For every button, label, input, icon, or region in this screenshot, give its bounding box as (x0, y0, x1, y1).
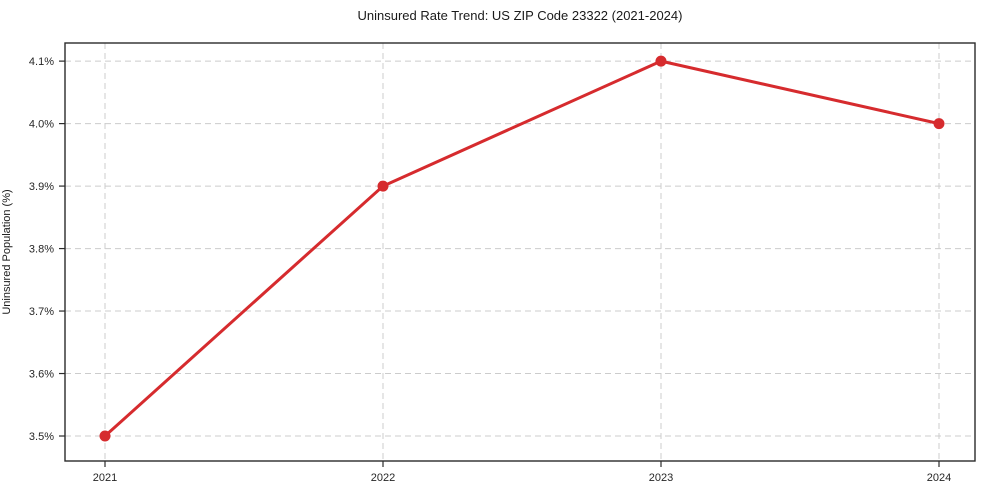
x-tick-label: 2021 (93, 472, 117, 484)
y-tick-label: 4.1% (29, 56, 54, 68)
y-tick-label: 3.5% (29, 431, 54, 443)
x-tick-label: 2024 (927, 472, 951, 484)
data-line (103, 59, 941, 438)
x-tick-label: 2023 (649, 472, 673, 484)
y-tick-label: 3.8% (29, 244, 54, 256)
y-tick-label: 4.0% (29, 119, 54, 131)
data-point-marker (655, 55, 667, 67)
plot-border (64, 42, 976, 462)
data-point-marker (99, 430, 111, 442)
y-tick-label: 3.7% (29, 306, 54, 318)
data-point-marker (377, 180, 389, 192)
y-tick-label: 3.6% (29, 369, 54, 381)
chart-title: Uninsured Rate Trend: US ZIP Code 23322 … (357, 8, 683, 23)
data-point-marker (933, 118, 945, 130)
y-tick-label: 3.9% (29, 181, 54, 193)
x-tick-label: 2022 (371, 472, 395, 484)
